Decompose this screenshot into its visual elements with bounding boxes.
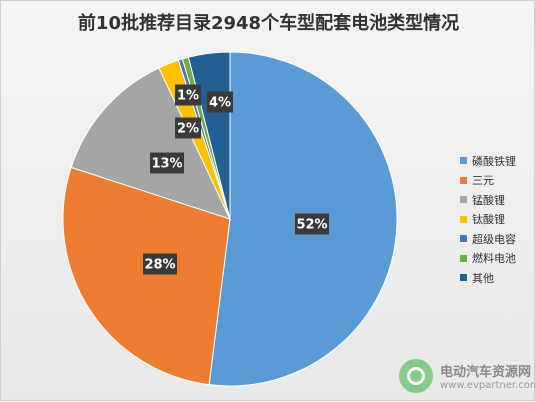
data-label-3: 2%	[175, 117, 201, 139]
data-label-box-2	[150, 152, 184, 174]
legend-swatch-2	[460, 196, 467, 204]
legend-item-0: 磷酸铁锂	[460, 151, 532, 171]
data-label-6: 4%	[207, 91, 233, 113]
data-label-text-3: 2%	[177, 122, 199, 137]
leaf-logo-icon	[399, 359, 433, 393]
watermark-name: 电动汽车资源网	[440, 365, 532, 380]
legend-label-0: 磷酸铁锂	[472, 154, 516, 168]
legend-swatch-0	[460, 157, 467, 165]
data-label-text-2: 13%	[151, 157, 182, 172]
pie-slice-2	[70, 67, 231, 220]
data-label-box-5	[175, 84, 201, 106]
data-label-text-5: 1%	[177, 89, 199, 104]
data-label-2: 13%	[150, 152, 184, 174]
data-label-box-3	[175, 117, 201, 139]
data-label-text-0: 52%	[296, 218, 327, 233]
legend-label-2: 锰酸锂	[472, 193, 505, 207]
legend-item-4: 超级电容	[460, 229, 532, 249]
legend-item-1: 三元	[460, 171, 532, 191]
watermark-logo: 电动汽车资源网 www.evpartner.com	[399, 359, 535, 395]
legend-swatch-5	[460, 254, 467, 262]
legend-label-1: 三元	[472, 174, 494, 188]
chart-legend: 磷酸铁锂三元锰酸锂钛酸锂超级电容燃料电池其他	[460, 151, 532, 288]
legend-item-5: 燃料电池	[460, 249, 532, 269]
chart-title: 前10批推荐目录2948个车型配套电池类型情况	[77, 13, 460, 34]
legend-swatch-3	[460, 215, 467, 223]
legend-swatch-6	[460, 274, 467, 282]
data-label-text-1: 28%	[144, 258, 175, 273]
legend-swatch-1	[460, 176, 467, 184]
data-label-text-6: 4%	[209, 96, 231, 111]
data-label-box-1	[143, 253, 177, 275]
data-label-0: 52%	[295, 213, 329, 235]
legend-item-6: 其他	[460, 268, 532, 288]
watermark-url: www.evpartner.com	[440, 380, 535, 391]
data-label-box-0	[295, 213, 329, 235]
pie-slice-1	[62, 166, 231, 386]
legend-label-3: 钛酸锂	[472, 213, 505, 227]
legend-item-3: 钛酸锂	[460, 210, 532, 230]
data-label-5: 1%	[175, 84, 201, 106]
legend-swatch-4	[460, 235, 467, 243]
data-label-box-6	[207, 91, 233, 113]
legend-item-2: 锰酸锂	[460, 190, 532, 210]
legend-label-5: 燃料电池	[472, 252, 516, 266]
legend-label-6: 其他	[472, 271, 494, 285]
data-label-1: 28%	[143, 253, 177, 275]
legend-label-4: 超级电容	[472, 232, 516, 246]
